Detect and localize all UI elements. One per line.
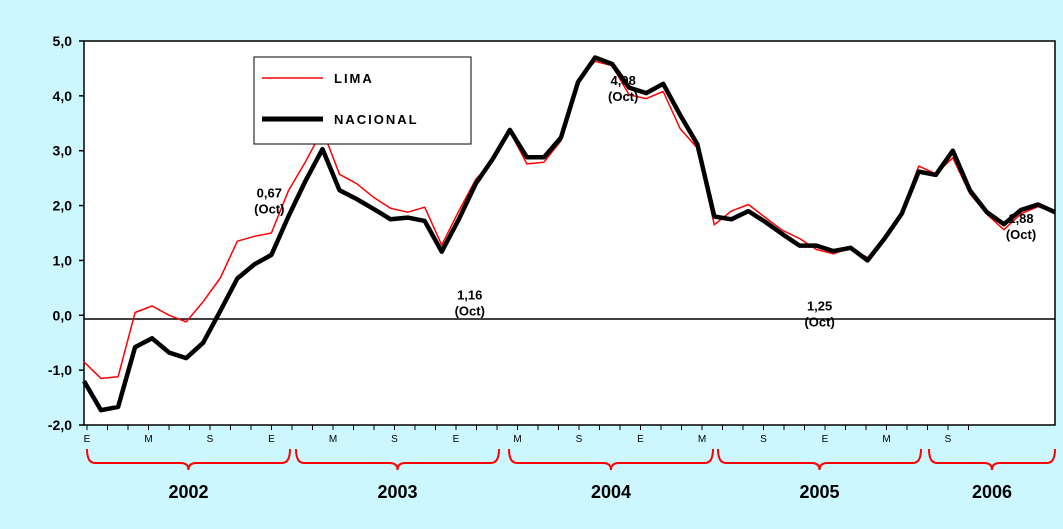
annotation-period: (Oct) [608,89,638,104]
year-brace [928,448,1056,471]
x-tick-label: M [882,434,890,445]
x-tick-label: S [760,434,767,445]
annotation-period: (Oct) [455,304,485,319]
year-brace [508,448,714,471]
y-tick-label: 0,0 [53,307,73,323]
x-tick-label: S [945,434,952,445]
year-braces: 2002 2003 2004 2005 2006 [86,448,1056,502]
year-label: 2006 [972,482,1012,502]
x-tick-label: S [207,434,214,445]
annotation-value: 1,25 [807,298,832,313]
y-tick-label: 3,0 [53,143,73,159]
annotation-value: 0,67 [257,186,282,201]
y-tick-label: 1,0 [53,252,73,268]
series-layer [82,55,1056,413]
year-brace [86,448,291,471]
x-tick-label: M [698,434,706,445]
y-tick-label: 5,0 [53,33,73,49]
y-tick-label: -2,0 [48,417,72,433]
annotation-value: 1,88 [1008,211,1033,226]
annotation-value: 4,08 [611,73,636,88]
annotation-period: (Oct) [254,202,284,217]
x-tick-label: M [513,434,521,445]
y-tick-label: 4,0 [53,88,73,104]
year-brace [295,448,500,471]
x-tick-label: E [822,434,829,445]
legend: LIMA NACIONAL [253,56,472,145]
x-tick-label: E [453,434,460,445]
y-axis: 5,0 4,0 3,0 2,0 1,0 0,0 -1,0 -2,0 [48,33,84,433]
x-tick-label: M [329,434,337,445]
annotation-value: 1,16 [457,288,482,303]
year-label: 2004 [591,482,631,502]
y-tick-label: 2,0 [53,198,73,214]
x-tick-label: S [391,434,398,445]
y-tick-label: -1,0 [48,362,72,378]
annotation-period: (Oct) [1006,227,1036,242]
legend-box [253,56,472,145]
legend-label-nacional: NACIONAL [334,112,419,127]
year-brace [717,448,922,471]
annotations: 0,67(Oct)1,16(Oct)4,08(Oct)1,25(Oct)1,88… [254,73,1036,330]
series-line-nacional [82,55,1056,413]
legend-label-lima: LIMA [334,71,374,86]
year-label: 2002 [168,482,208,502]
x-tick-label: E [84,434,91,445]
plot-area [83,40,1056,426]
year-label: 2005 [799,482,839,502]
x-tick-label: S [576,434,583,445]
annotation-period: (Oct) [804,314,834,329]
year-label: 2003 [377,482,417,502]
x-tick-label: M [144,434,152,445]
x-tick-label: E [268,434,275,445]
x-tick-label: E [637,434,644,445]
